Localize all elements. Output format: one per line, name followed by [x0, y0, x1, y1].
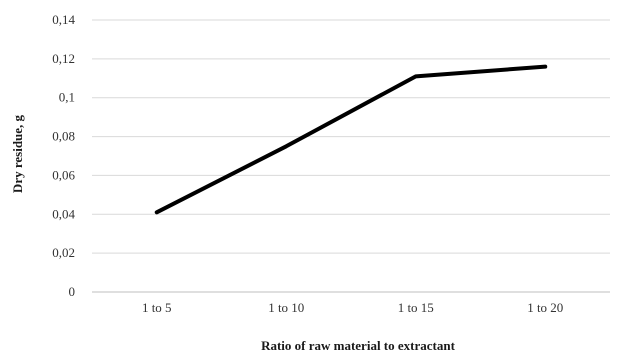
series-line: [154, 64, 548, 215]
y-tick-label: 0,08: [52, 129, 75, 144]
x-tick-label: 1 to 20: [527, 300, 563, 315]
x-axis-title: Ratio of raw material to extractant: [261, 338, 456, 353]
data-point: [414, 74, 418, 78]
y-tick-label: 0,12: [52, 51, 75, 66]
data-point: [543, 65, 547, 69]
gridlines: [92, 19, 610, 293]
x-tick-label: 1 to 5: [142, 300, 172, 315]
y-tick-label: 0,1: [59, 90, 75, 105]
y-axis-title: Dry residue, g: [10, 114, 25, 193]
y-tick-label: 0,14: [52, 12, 75, 27]
y-tick-label: 0,04: [52, 206, 75, 221]
y-axis-ticks: 0 0,02 0,04 0,06 0,08 0,1 0,12 0,14: [52, 12, 75, 299]
y-tick-label: 0,02: [52, 245, 75, 260]
y-tick-label: 0: [69, 284, 76, 299]
data-point: [284, 144, 288, 148]
x-tick-label: 1 to 15: [398, 300, 434, 315]
x-axis-ticks: 1 to 5 1 to 10 1 to 15 1 to 20: [142, 300, 563, 315]
series-lines: [154, 64, 548, 215]
data-point: [155, 210, 159, 214]
y-tick-label: 0,06: [52, 167, 75, 182]
x-tick-label: 1 to 10: [268, 300, 304, 315]
